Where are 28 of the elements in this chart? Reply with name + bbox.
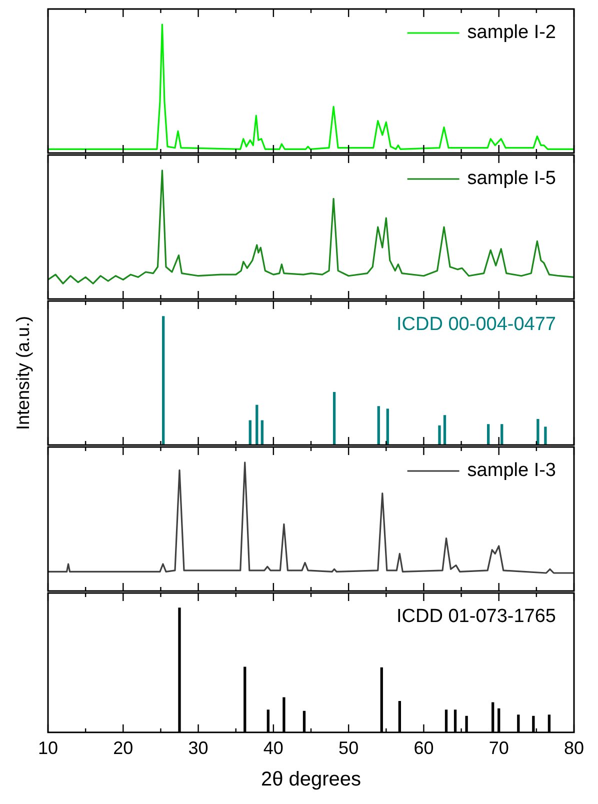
x-tick-label: 20 xyxy=(113,738,134,758)
bar xyxy=(377,406,380,445)
x-tick-label: 60 xyxy=(414,738,434,758)
bar xyxy=(544,426,547,445)
text: ICDD 00-004-0477 xyxy=(396,314,556,336)
bar xyxy=(487,424,490,445)
bar xyxy=(248,420,252,445)
x-tick-label: 70 xyxy=(488,738,509,758)
x-tick-label: 40 xyxy=(263,738,284,758)
legend-label: sample I-3 xyxy=(467,460,556,482)
bar xyxy=(536,418,540,445)
bar xyxy=(162,316,165,445)
x-tick-label: 30 xyxy=(188,738,208,758)
bar xyxy=(443,415,446,445)
x-tick-label: 10 xyxy=(38,738,58,758)
bar xyxy=(386,408,389,445)
legend-label: sample I-5 xyxy=(467,168,556,190)
bar xyxy=(500,424,504,445)
legend-label: sample I-2 xyxy=(467,22,556,44)
y-axis-title: Intensity (a.u.) xyxy=(12,316,33,430)
bar xyxy=(256,404,258,445)
x-tick-label: 50 xyxy=(338,738,359,758)
x-axis-title: 2θ degrees xyxy=(260,768,362,791)
bar xyxy=(438,425,441,445)
bar xyxy=(260,420,264,445)
x-tick-label: 80 xyxy=(564,738,584,758)
legend-label: ICDD 01-073-1765 xyxy=(396,606,556,628)
bar xyxy=(332,392,336,445)
